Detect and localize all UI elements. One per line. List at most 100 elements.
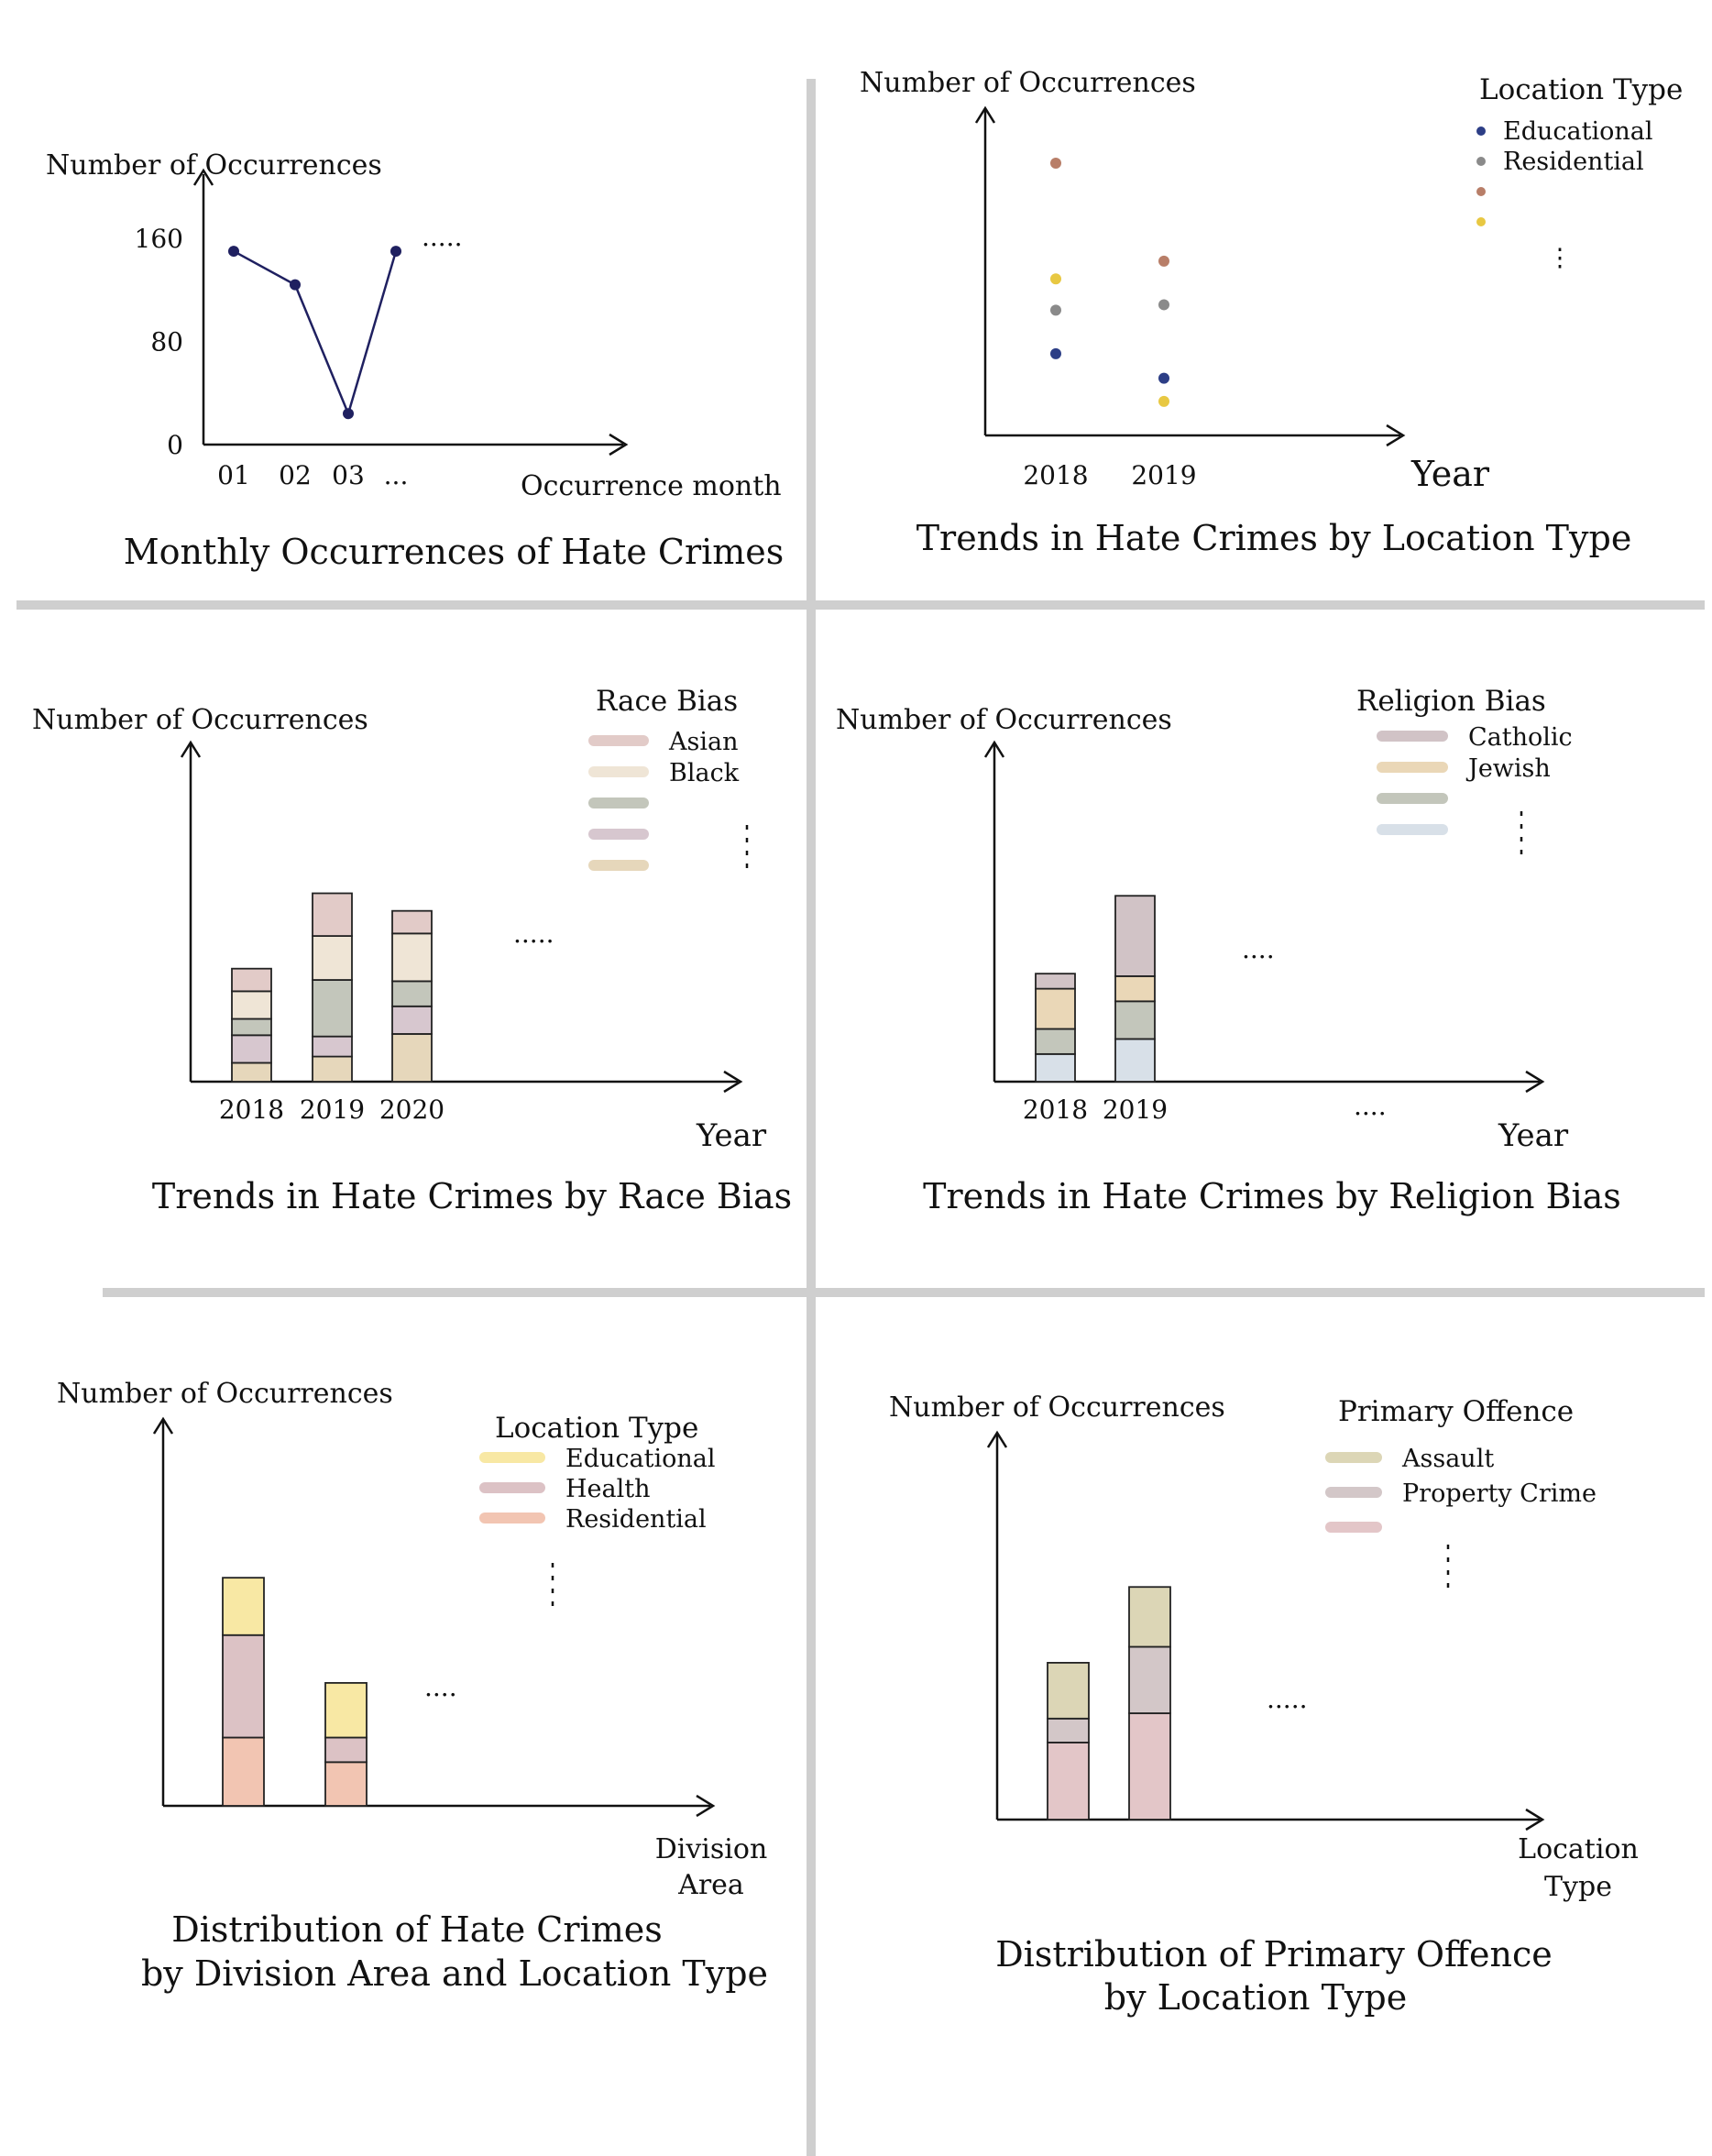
bar-segment bbox=[231, 990, 272, 1020]
location-type-trend-chart: Number of Occurrences Year Trends in Hat… bbox=[860, 67, 1683, 558]
line-point bbox=[290, 279, 301, 291]
y-axis-label: Number of Occurrences bbox=[860, 67, 1196, 99]
bar-segment bbox=[1114, 1038, 1156, 1083]
legend-label: Educational bbox=[1503, 117, 1652, 146]
legend-swatch bbox=[588, 829, 649, 840]
x-tick-label: 03 bbox=[332, 460, 365, 490]
scatter-point bbox=[1050, 158, 1061, 169]
x-tick-label: 2020 bbox=[379, 1094, 444, 1125]
continuation-dots: ..... bbox=[422, 222, 463, 252]
legend-marker bbox=[1476, 217, 1486, 226]
scatter-point bbox=[1050, 347, 1061, 359]
scatter-point bbox=[1158, 395, 1169, 407]
continuation-dots: .... bbox=[424, 1672, 457, 1702]
legend-swatch bbox=[479, 1512, 545, 1524]
y-axis-arrow bbox=[983, 740, 1005, 758]
chart-title: Trends in Hate Crimes by Location Type bbox=[916, 518, 1632, 558]
legend-label: Residential bbox=[565, 1505, 707, 1534]
y-tick-label: 160 bbox=[135, 224, 183, 254]
line-point bbox=[228, 246, 239, 258]
bar-segment bbox=[1035, 973, 1076, 990]
chart-title: Trends in Hate Crimes by Religion Bias bbox=[923, 1176, 1621, 1216]
x-tick-label: 2018 bbox=[219, 1094, 284, 1125]
bar-segment bbox=[1035, 1052, 1076, 1083]
primary-offence-chart: Number of Occurrences Location Type Dist… bbox=[889, 1392, 1639, 2018]
x-axis-label-line2: Type bbox=[1544, 1871, 1612, 1903]
legend-swatch bbox=[1377, 793, 1448, 804]
bar-segment bbox=[312, 979, 353, 1038]
legend-title: Religion Bias bbox=[1356, 685, 1546, 718]
legend-label: Health bbox=[565, 1475, 651, 1503]
scatter-point bbox=[1158, 299, 1169, 311]
line-series bbox=[233, 249, 398, 418]
legend-marker bbox=[1476, 187, 1486, 196]
x-axis-label: Occurrence month bbox=[521, 470, 782, 502]
scatter-point bbox=[1158, 255, 1169, 267]
legend-swatch bbox=[1325, 1487, 1382, 1498]
bar-segment bbox=[1047, 1717, 1090, 1744]
bar-segment bbox=[1114, 895, 1156, 977]
x-axis-arrow bbox=[1525, 1070, 1545, 1094]
legend-title: Location Type bbox=[495, 1412, 698, 1445]
bar-segment bbox=[391, 932, 433, 983]
legend-swatch bbox=[479, 1452, 545, 1463]
bar-segment bbox=[324, 1736, 368, 1764]
chart-title-line2: by Division Area and Location Type bbox=[141, 1953, 768, 1994]
x-axis-arrow bbox=[1386, 424, 1406, 447]
y-tick-label: 80 bbox=[150, 327, 183, 358]
legend-label: Educational bbox=[565, 1445, 715, 1473]
bar-segment bbox=[231, 967, 272, 993]
x-tick-label: 2019 bbox=[1103, 1094, 1168, 1125]
bar-segment bbox=[1128, 1586, 1171, 1648]
scatter-point bbox=[1050, 304, 1061, 316]
bar-segment bbox=[231, 1034, 272, 1064]
bar-segment bbox=[1047, 1662, 1090, 1720]
x-tick-label: 02 bbox=[279, 460, 312, 490]
legend-swatch bbox=[1325, 1522, 1382, 1533]
bar-segment bbox=[222, 1577, 265, 1636]
y-axis-arrow bbox=[192, 168, 214, 186]
y-tick-label: 0 bbox=[167, 430, 183, 460]
legend-swatch bbox=[1377, 762, 1448, 773]
legend-swatch bbox=[479, 1482, 545, 1493]
bar-segment bbox=[1128, 1645, 1171, 1714]
x-tick-label: 2019 bbox=[1131, 460, 1196, 490]
legend-more-indicator: ⋮ bbox=[1548, 244, 1573, 272]
y-axis-label: Number of Occurrences bbox=[889, 1392, 1225, 1424]
bar-segment bbox=[391, 980, 433, 1007]
legend-swatch bbox=[588, 798, 649, 808]
chart-title: Monthly Occurrences of Hate Crimes bbox=[124, 532, 785, 572]
bar-segment bbox=[312, 892, 353, 937]
bar-segment bbox=[324, 1761, 368, 1807]
bar-segment bbox=[312, 935, 353, 981]
chart-title-line2: by Location Type bbox=[1104, 1977, 1407, 2018]
legend-label: Asian bbox=[668, 728, 738, 756]
y-axis-arrow bbox=[152, 1416, 174, 1435]
bar-segment bbox=[231, 1062, 272, 1083]
legend-swatch bbox=[1377, 731, 1448, 742]
scatter-point bbox=[1158, 372, 1169, 384]
legend-title: Race Bias bbox=[596, 685, 738, 718]
y-axis-label: Number of Occurrences bbox=[32, 704, 368, 736]
bar-segment bbox=[1128, 1712, 1171, 1820]
legend-swatch bbox=[1325, 1452, 1382, 1463]
bar-segment bbox=[312, 1055, 353, 1083]
race-bias-trend-chart: Number of Occurrences Year Trends in Hat… bbox=[32, 685, 792, 1216]
monthly-occurrences-chart: Number of Occurrences Occurrence month M… bbox=[46, 149, 784, 572]
bar-segment bbox=[1035, 987, 1076, 1030]
legend-label: Black bbox=[669, 759, 740, 787]
bar-segment bbox=[1114, 1000, 1156, 1040]
x-axis-arrow bbox=[609, 433, 629, 456]
continuation-tick-dots: .... bbox=[1354, 1091, 1387, 1121]
legend-label: Property Crime bbox=[1402, 1480, 1597, 1508]
legend-label: Jewish bbox=[1465, 754, 1551, 783]
legend-swatch bbox=[588, 766, 649, 777]
legend-swatch bbox=[1377, 824, 1448, 835]
y-axis-label: Number of Occurrences bbox=[57, 1378, 393, 1410]
bar-segment bbox=[312, 1035, 353, 1058]
bar-segment bbox=[1035, 1028, 1076, 1055]
x-tick-label: 2018 bbox=[1023, 1094, 1088, 1125]
legend-title: Location Type bbox=[1479, 73, 1683, 106]
legend-swatch bbox=[588, 735, 649, 746]
